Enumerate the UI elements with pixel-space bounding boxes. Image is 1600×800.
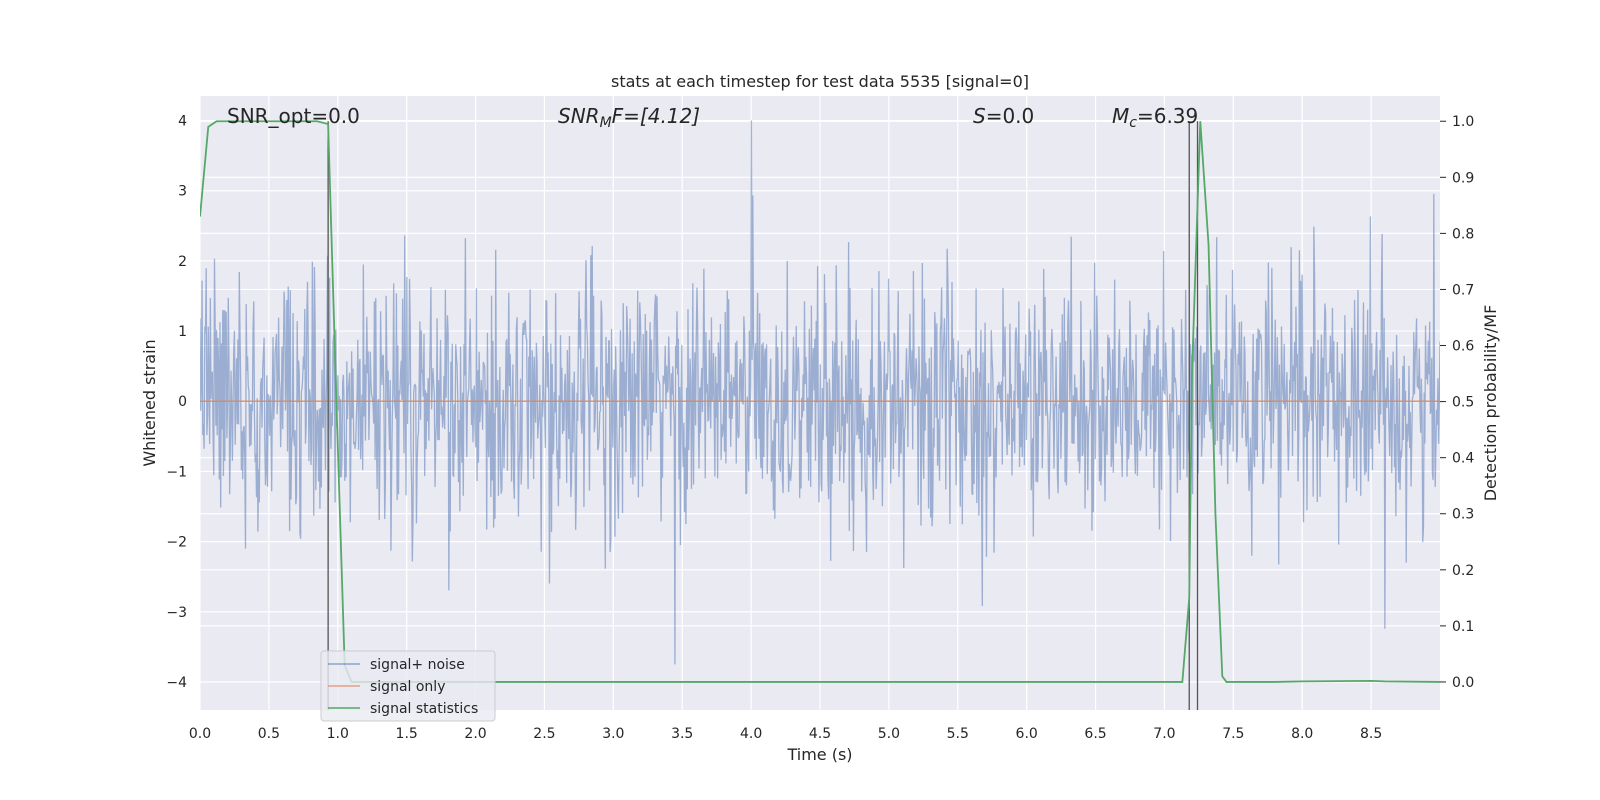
x-tick-label: 8.0 xyxy=(1291,726,1313,742)
x-tick-label: 5.0 xyxy=(878,726,900,742)
y-tick-label: −3 xyxy=(166,605,187,621)
y-ticks: −4 −3 −2 −1 0 1 2 3 4 xyxy=(166,114,187,691)
y2-tick-label: 0.9 xyxy=(1452,170,1474,186)
y2-axis-label: Detection probability/MF xyxy=(1481,305,1500,502)
snr-mf-prefix: SNR xyxy=(558,104,600,128)
annotation-mc: Mc=6.39 xyxy=(1112,104,1198,131)
snr-mf-sub: M xyxy=(600,115,612,131)
legend-label-noise: signal+ noise xyxy=(370,657,465,673)
annotation-s: S=0.0 xyxy=(973,104,1034,128)
snr-mf-suffix: F=[4.12] xyxy=(612,104,700,128)
y-tick-label: 3 xyxy=(178,184,187,200)
y-tick-label: 2 xyxy=(178,254,187,270)
annotation-snr-opt: SNR_opt=0.0 xyxy=(227,104,360,128)
x-tick-label: 3.0 xyxy=(602,726,624,742)
x-tick-label: 0.0 xyxy=(189,726,211,742)
legend-label-signal: signal only xyxy=(370,679,445,695)
s-prefix: S xyxy=(973,104,986,128)
x-tick-label: 8.5 xyxy=(1360,726,1382,742)
y2-tick-label: 0.7 xyxy=(1452,282,1474,298)
y2-tick-label: 0.2 xyxy=(1452,563,1474,579)
y2-tick-label: 0.0 xyxy=(1452,675,1474,691)
x-tick-label: 1.0 xyxy=(327,726,349,742)
y2-tick-label: 0.3 xyxy=(1452,507,1474,523)
chart-title: stats at each timestep for test data 553… xyxy=(611,72,1029,91)
x-tick-label: 1.5 xyxy=(396,726,418,742)
legend-label-stats: signal statistics xyxy=(370,701,478,717)
legend: signal+ noise signal only signal statist… xyxy=(321,651,495,721)
y2-tick-label: 0.5 xyxy=(1452,395,1474,411)
y-tick-label: −2 xyxy=(166,535,187,551)
x-ticks: 0.0 0.5 1.0 1.5 2.0 2.5 3.0 3.5 4.0 4.5 5.0 5.5 6.0 6… xyxy=(189,726,1382,742)
x-tick-label: 5.5 xyxy=(947,726,969,742)
y2-tick-label: 0.6 xyxy=(1452,339,1474,355)
mc-prefix: M xyxy=(1112,104,1129,128)
x-tick-label: 4.5 xyxy=(809,726,831,742)
y2-tick-label: 0.1 xyxy=(1452,619,1474,635)
y-tick-label: 4 xyxy=(178,114,187,130)
x-tick-label: 6.5 xyxy=(1084,726,1106,742)
y-axis-label: Whitened strain xyxy=(140,339,159,466)
x-tick-label: 0.5 xyxy=(258,726,280,742)
s-suffix: =0.0 xyxy=(986,104,1035,128)
annotation-snr-mf: SNRMF=[4.12] xyxy=(558,104,700,131)
x-tick-label: 6.0 xyxy=(1016,726,1038,742)
x-tick-label: 7.5 xyxy=(1222,726,1244,742)
x-axis-label: Time (s) xyxy=(786,745,852,764)
y2-tick-label: 0.4 xyxy=(1452,451,1474,467)
y-tick-label: 1 xyxy=(178,324,187,340)
y2-tick-label: 0.8 xyxy=(1452,226,1474,242)
y-tick-label: −4 xyxy=(166,675,187,691)
y2-ticks: 0.0 0.1 0.2 0.3 0.4 0.5 0.6 0.7 0.8 0.9 1.0 xyxy=(1440,114,1474,691)
y-tick-label: −1 xyxy=(166,464,187,480)
x-tick-label: 3.5 xyxy=(671,726,693,742)
x-tick-label: 2.5 xyxy=(533,726,555,742)
mc-suffix: =6.39 xyxy=(1137,104,1198,128)
x-tick-label: 7.0 xyxy=(1153,726,1175,742)
x-tick-label: 2.0 xyxy=(464,726,486,742)
y-tick-label: 0 xyxy=(178,394,187,410)
x-tick-label: 4.0 xyxy=(740,726,762,742)
y2-tick-label: 1.0 xyxy=(1452,114,1474,130)
